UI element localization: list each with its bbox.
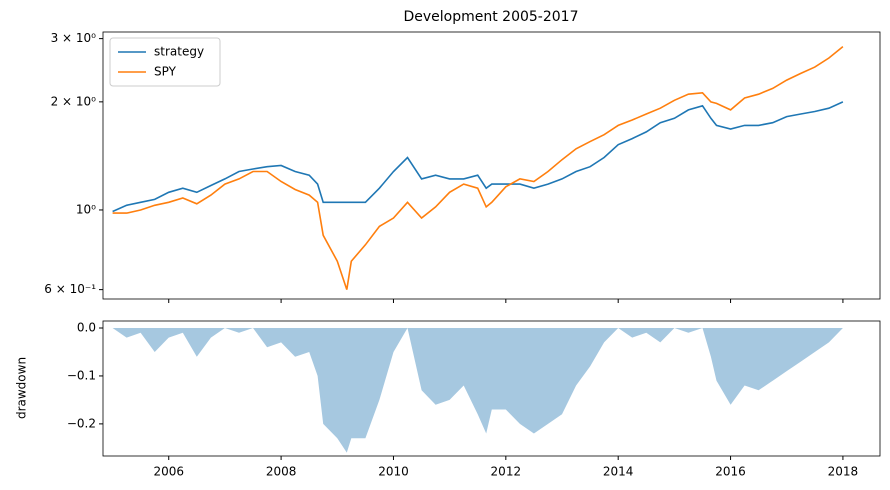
plot-area xyxy=(112,327,843,453)
axes-frame xyxy=(102,320,881,457)
y-tick-label: 6 × 10⁻¹ xyxy=(44,282,96,296)
x-tick-label: 2008 xyxy=(266,465,297,479)
chart-title: Development 2005-2017 xyxy=(403,9,578,25)
x-tick-label: 2006 xyxy=(153,465,184,479)
x-tick-label: 2016 xyxy=(715,465,746,479)
drawdown-area xyxy=(112,327,843,453)
x-tick-label: 2010 xyxy=(378,465,409,479)
y-tick-label: 0.0 xyxy=(77,320,96,334)
x-tick-label: 2012 xyxy=(491,465,522,479)
x-tick-label: 2018 xyxy=(828,465,859,479)
axes-frame xyxy=(102,31,881,300)
legend-label: strategy xyxy=(154,45,204,59)
y-axis-label: drawdown xyxy=(15,357,29,419)
plot-area xyxy=(112,45,844,290)
legend-box xyxy=(109,37,221,87)
line-series xyxy=(112,101,844,213)
y-tick-label: 10⁰ xyxy=(76,202,96,216)
y-tick-label: −0.1 xyxy=(67,368,96,382)
x-tick-label: 2014 xyxy=(603,465,634,479)
line-series xyxy=(112,45,844,290)
legend-label: SPY xyxy=(154,65,177,79)
y-tick-label: 2 × 10⁰ xyxy=(51,94,97,108)
y-tick-label: −0.2 xyxy=(67,416,96,430)
y-tick-label: 3 × 10⁰ xyxy=(51,31,97,45)
